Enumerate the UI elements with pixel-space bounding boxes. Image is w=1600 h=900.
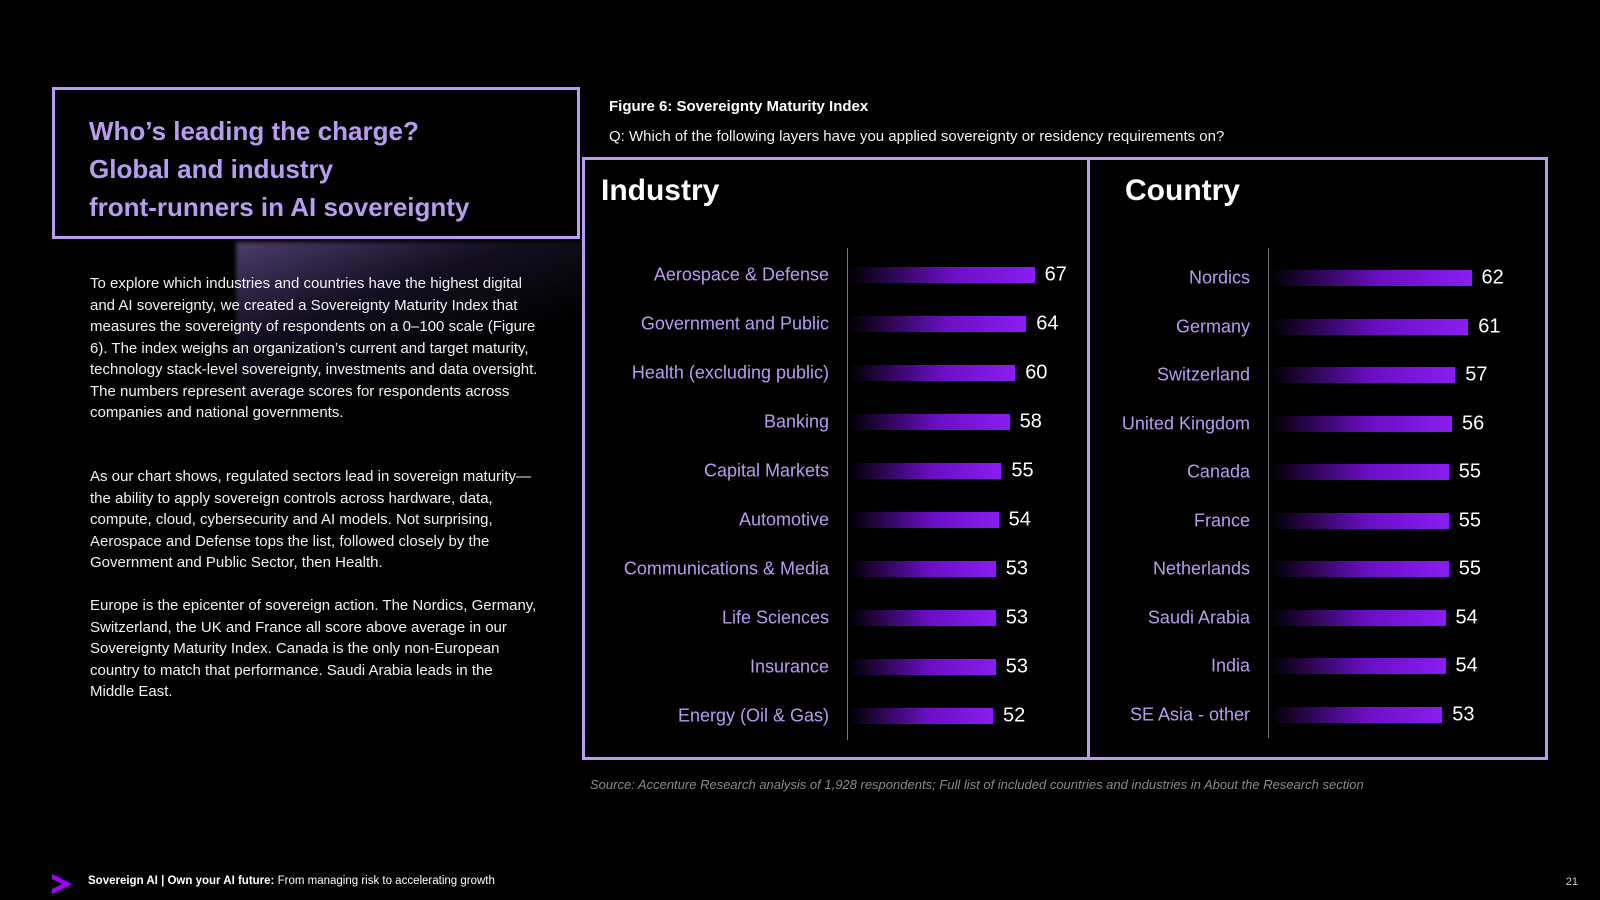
industry-axis-line: [847, 248, 848, 740]
industry-chart-title: Industry: [601, 174, 720, 207]
industry-value-label: 60: [1025, 361, 1048, 384]
country-value-label: 61: [1478, 315, 1501, 337]
country-bar: [1270, 658, 1446, 674]
country-category-label: Germany: [1175, 316, 1250, 336]
country-value-label: 55: [1458, 557, 1481, 580]
country-category-label: Saudi Arabia: [1147, 607, 1250, 627]
industry-category-label: Health (excluding public): [631, 362, 829, 383]
decorative-glow: [236, 242, 586, 402]
industry-value-label: 52: [1003, 704, 1026, 727]
figure-question: Q: Which of the following layers have yo…: [609, 128, 1225, 145]
heading-box: Who’s leading the charge? Global and ind…: [52, 87, 580, 239]
heading-line-2: Global and industry: [89, 154, 334, 184]
country-value-label: 57: [1465, 363, 1488, 386]
country-bar: [1270, 464, 1449, 480]
country-category-label: France: [1193, 510, 1250, 530]
industry-bar: [849, 463, 1002, 479]
industry-bar: [849, 414, 1010, 430]
country-category-label: SE Asia - other: [1129, 704, 1250, 724]
footer-rest: From managing risk to accelerating growt…: [274, 875, 495, 887]
industry-bar: [849, 561, 996, 577]
country-value-label: 55: [1458, 509, 1481, 531]
industry-category-label: Aerospace & Defense: [653, 264, 829, 285]
industry-bar: [849, 512, 999, 528]
country-category-label: Nordics: [1188, 267, 1250, 288]
industry-category-label: Communications & Media: [623, 558, 829, 579]
industry-category-label: Banking: [763, 411, 829, 432]
industry-category-label: Government and Public: [640, 313, 829, 334]
country-category-label: Netherlands: [1152, 558, 1250, 579]
industry-value-label: 55: [1011, 459, 1034, 482]
industry-category-label: Life Sciences: [721, 607, 829, 628]
country-bar: [1270, 318, 1469, 335]
industry-category-label: Automotive: [738, 509, 829, 530]
industry-category-label: Insurance: [749, 656, 829, 677]
industry-bar: [849, 659, 996, 675]
footer-bold: Sovereign AI | Own your AI future:: [88, 875, 275, 887]
industry-bar: [849, 365, 1016, 381]
industry-bar: [849, 267, 1035, 283]
figure-title: Figure 6: Sovereignty Maturity Index: [609, 98, 869, 115]
country-value-label: 54: [1455, 606, 1478, 628]
country-category-label: India: [1210, 655, 1250, 676]
figure-source: Source: Accenture Research analysis of 1…: [590, 777, 1364, 792]
country-bar: [1270, 561, 1449, 577]
country-value-label: 62: [1481, 266, 1504, 289]
country-bar: [1270, 609, 1446, 626]
industry-category-label: Capital Markets: [703, 460, 829, 481]
country-value-label: 56: [1462, 412, 1485, 434]
heading-line-1: Who’s leading the charge?: [89, 116, 419, 146]
country-category-label: Switzerland: [1156, 364, 1250, 385]
industry-value-label: 53: [1005, 557, 1029, 580]
country-category-label: United Kingdom: [1121, 413, 1250, 433]
country-axis-line: [1268, 248, 1269, 738]
industry-value-label: 53: [1005, 655, 1029, 678]
country-bar: [1270, 270, 1472, 286]
country-category-label: Canada: [1186, 461, 1250, 482]
industry-value-label: 54: [1008, 508, 1031, 531]
industry-bar: [849, 708, 994, 724]
country-bar: [1270, 706, 1443, 723]
country-bar: [1270, 512, 1449, 529]
country-chart-panel: Country Nordics 62 Germany 61 Switzerland 57 U…: [1087, 157, 1548, 760]
industry-value-label: 58: [1019, 410, 1042, 433]
industry-bar: [849, 316, 1027, 332]
country-chart-title: Country: [1125, 174, 1240, 207]
page-number: 21: [1565, 876, 1578, 888]
industry-value-label: 64: [1036, 312, 1059, 335]
body-paragraph-3: Europe is the epicenter of sovereign act…: [90, 597, 537, 700]
industry-value-label: 53: [1005, 606, 1029, 629]
footer-text: Sovereign AI | Own your AI future: From …: [88, 875, 495, 887]
body-paragraph-1: To explore which industries and countrie…: [90, 275, 538, 421]
industry-category-label: Energy (Oil & Gas): [677, 705, 829, 726]
heading-line-3: front-runners in AI sovereignty: [89, 192, 470, 222]
industry-chart-panel: Industry Aerospace & Defense 67 Government…: [582, 157, 1090, 760]
country-value-label: 54: [1455, 654, 1478, 677]
country-bar: [1270, 367, 1456, 383]
body-paragraph-2: As our chart shows, regulated sectors le…: [90, 468, 532, 571]
country-value-label: 55: [1458, 460, 1481, 483]
accenture-logo-icon: [52, 874, 72, 894]
industry-bar: [849, 610, 996, 626]
country-value-label: 53: [1452, 703, 1475, 725]
country-bar: [1270, 415, 1452, 432]
industry-value-label: 67: [1044, 263, 1067, 286]
